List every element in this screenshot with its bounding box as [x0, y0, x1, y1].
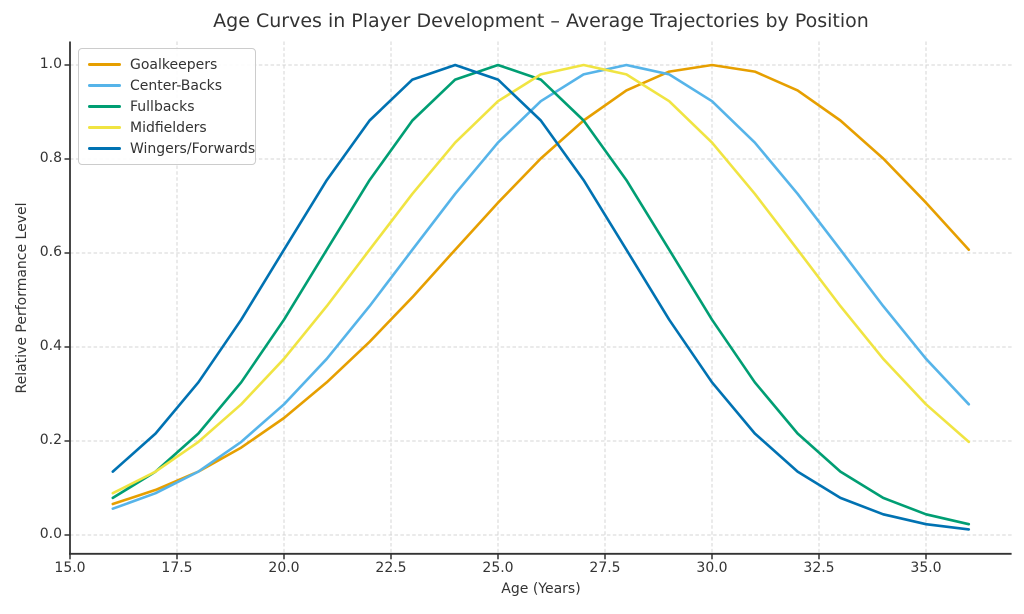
legend-item-center-backs: Center-Backs: [88, 75, 255, 96]
y-axis-label: Relative Performance Level: [14, 202, 30, 394]
legend-swatch-icon: [88, 146, 121, 151]
legend-item-wingers-forwards: Wingers/Forwards: [88, 138, 255, 159]
x-tick-label: 30.0: [696, 560, 728, 576]
y-tick-label: 0.8: [39, 150, 62, 166]
legend-label: Goalkeepers: [130, 56, 218, 73]
legend-item-goalkeepers: Goalkeepers: [88, 54, 255, 75]
legend-swatch-icon: [88, 104, 121, 109]
y-tick-label: 0.2: [39, 432, 62, 448]
legend-swatch-icon: [88, 125, 121, 130]
x-tick-label: 35.0: [910, 560, 942, 576]
x-axis-label: Age (Years): [501, 581, 581, 597]
legend-label: Center-Backs: [130, 77, 223, 94]
chart-title: Age Curves in Player Development – Avera…: [213, 10, 869, 32]
legend: Goalkeepers Center-Backs Fullbacks Midfield…: [78, 48, 256, 165]
y-tick-label: 1.0: [39, 56, 62, 72]
x-tick-label: 25.0: [482, 560, 514, 576]
y-tick-label: 0.6: [39, 244, 62, 260]
legend-swatch-icon: [88, 83, 121, 88]
x-tick-label: 32.5: [803, 560, 835, 576]
legend-item-midfielders: Midfielders: [88, 117, 255, 138]
x-tick-label: 20.0: [268, 560, 300, 576]
series-line-center-backs: [111, 63, 971, 511]
series-line-wingers-forwards: [111, 63, 971, 531]
x-tick-label: 22.5: [375, 560, 407, 576]
series-line-goalkeepers: [111, 63, 971, 506]
x-tick-label: 27.5: [589, 560, 621, 576]
series-line-midfielders: [111, 63, 971, 495]
legend-label: Midfielders: [130, 119, 207, 136]
y-tick-label: 0.0: [39, 526, 62, 542]
legend-label: Fullbacks: [130, 98, 195, 115]
x-tick-label: 17.5: [161, 560, 193, 576]
series-line-fullbacks: [111, 63, 971, 526]
legend-item-fullbacks: Fullbacks: [88, 96, 255, 117]
legend-swatch-icon: [88, 62, 121, 67]
legend-label: Wingers/Forwards: [130, 140, 256, 157]
x-tick-label: 15.0: [54, 560, 86, 576]
y-tick-label: 0.4: [39, 338, 62, 354]
